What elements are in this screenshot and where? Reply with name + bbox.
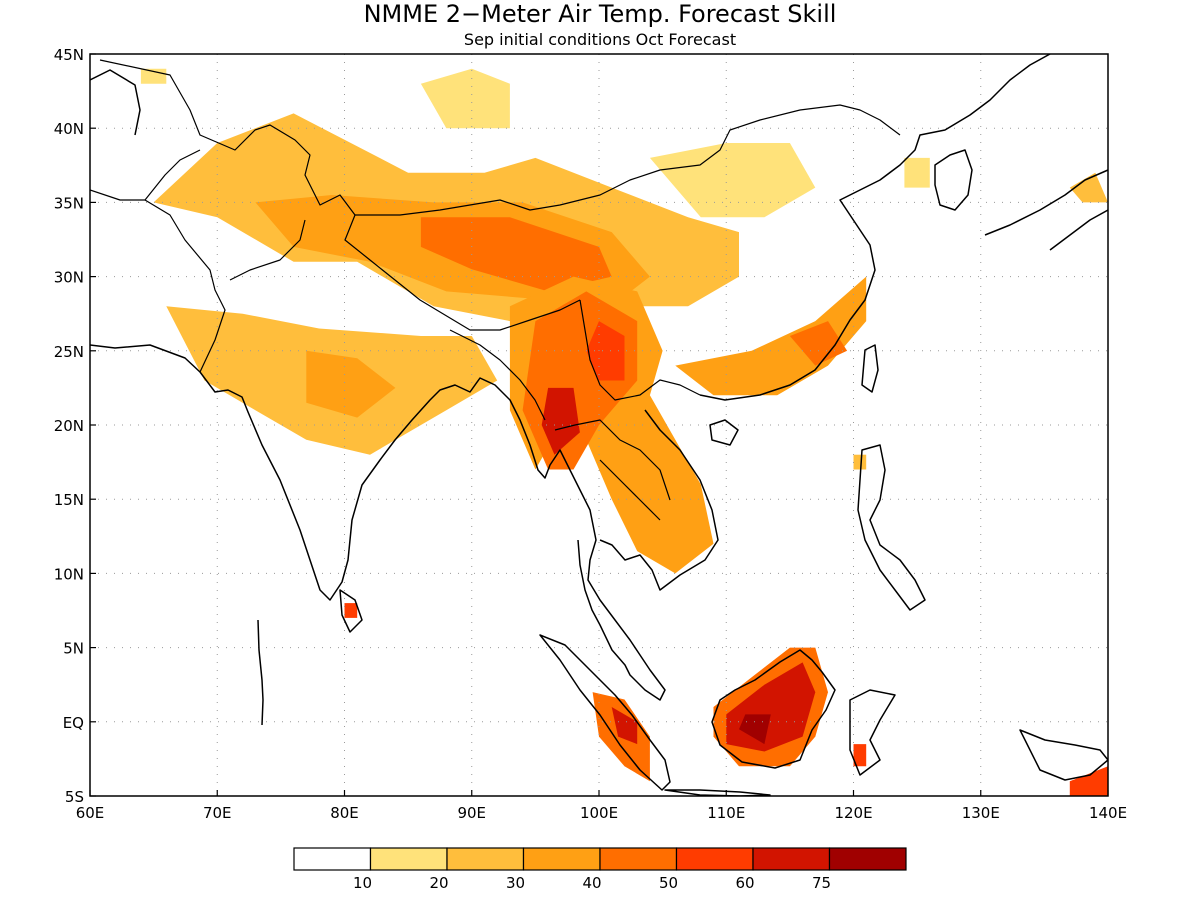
colorbar-swatch <box>522 847 601 871</box>
skill-region-myanmar-peak <box>541 387 580 455</box>
skill-region-korea-patch <box>904 157 930 188</box>
lat-label: 35N <box>54 194 84 212</box>
skill-shading <box>140 68 1108 796</box>
skill-region-india-core <box>306 350 396 418</box>
skill-region-new-guinea <box>1069 766 1108 796</box>
lon-label: 70E <box>203 804 232 822</box>
lat-label: 15N <box>54 491 84 509</box>
lat-label: 45N <box>54 46 84 64</box>
colorbar-swatch <box>675 847 754 871</box>
map-subtitle: Sep initial conditions Oct Forecast <box>464 30 736 49</box>
colorbar-label: 40 <box>582 874 601 892</box>
colorbar-label: 75 <box>812 874 831 892</box>
lon-label: 110E <box>707 804 745 822</box>
lat-label: 10N <box>54 565 84 583</box>
colorbar-label: 60 <box>735 874 754 892</box>
colorbar-swatch <box>599 847 678 871</box>
lat-label: 40N <box>54 120 84 138</box>
lon-label: 80E <box>330 804 359 822</box>
skill-region-yunnan-peak <box>586 321 625 381</box>
map-title: NMME 2−Meter Air Temp. Forecast Skill <box>364 0 837 28</box>
colorbar-label: 10 <box>353 874 372 892</box>
coastlines <box>90 54 1108 796</box>
colorbar-swatch <box>446 847 525 871</box>
lon-label: 120E <box>834 804 872 822</box>
skill-region-north-china-band <box>649 143 816 218</box>
colorbar-label: 50 <box>659 874 678 892</box>
lat-label: 5N <box>63 640 84 658</box>
lat-label: 5S <box>65 788 84 806</box>
lat-label: 25N <box>54 343 84 361</box>
colorbar-swatch <box>828 847 907 871</box>
colorbar-label: 30 <box>506 874 525 892</box>
colorbar-swatch <box>293 847 372 871</box>
colorbar: 10 20 30 40 50 60 75 <box>293 847 907 892</box>
lon-label: 90E <box>457 804 486 822</box>
lat-label: 30N <box>54 269 84 287</box>
colorbar-label: 20 <box>429 874 448 892</box>
gridlines <box>90 54 1108 796</box>
longitude-labels: 60E 70E 80E 90E 100E 110E 120E 130E 140E <box>76 790 1127 822</box>
colorbar-swatch <box>752 847 831 871</box>
lon-label: 60E <box>76 804 105 822</box>
skill-region-mongolia-patch <box>420 68 510 129</box>
skill-region-sulawesi <box>853 744 867 767</box>
latitude-labels: 45N 40N 35N 30N 25N 20N 15N 10N 5N EQ 5S <box>54 46 96 806</box>
lon-label: 140E <box>1089 804 1127 822</box>
skill-region-sri-lanka <box>344 603 358 618</box>
skill-region-east-china-core <box>789 321 848 366</box>
skill-region-philippines-patch <box>853 454 867 470</box>
lat-label: 20N <box>54 417 84 435</box>
lon-label: 100E <box>580 804 618 822</box>
skill-region-sumatra-core <box>611 707 638 745</box>
skill-region-tibet-center <box>420 217 612 292</box>
lat-label: EQ <box>63 714 84 732</box>
colorbar-swatch <box>369 847 448 871</box>
skill-region-japan-patch <box>1069 172 1108 203</box>
country-borders <box>90 59 901 521</box>
lon-label: 130E <box>962 804 1000 822</box>
